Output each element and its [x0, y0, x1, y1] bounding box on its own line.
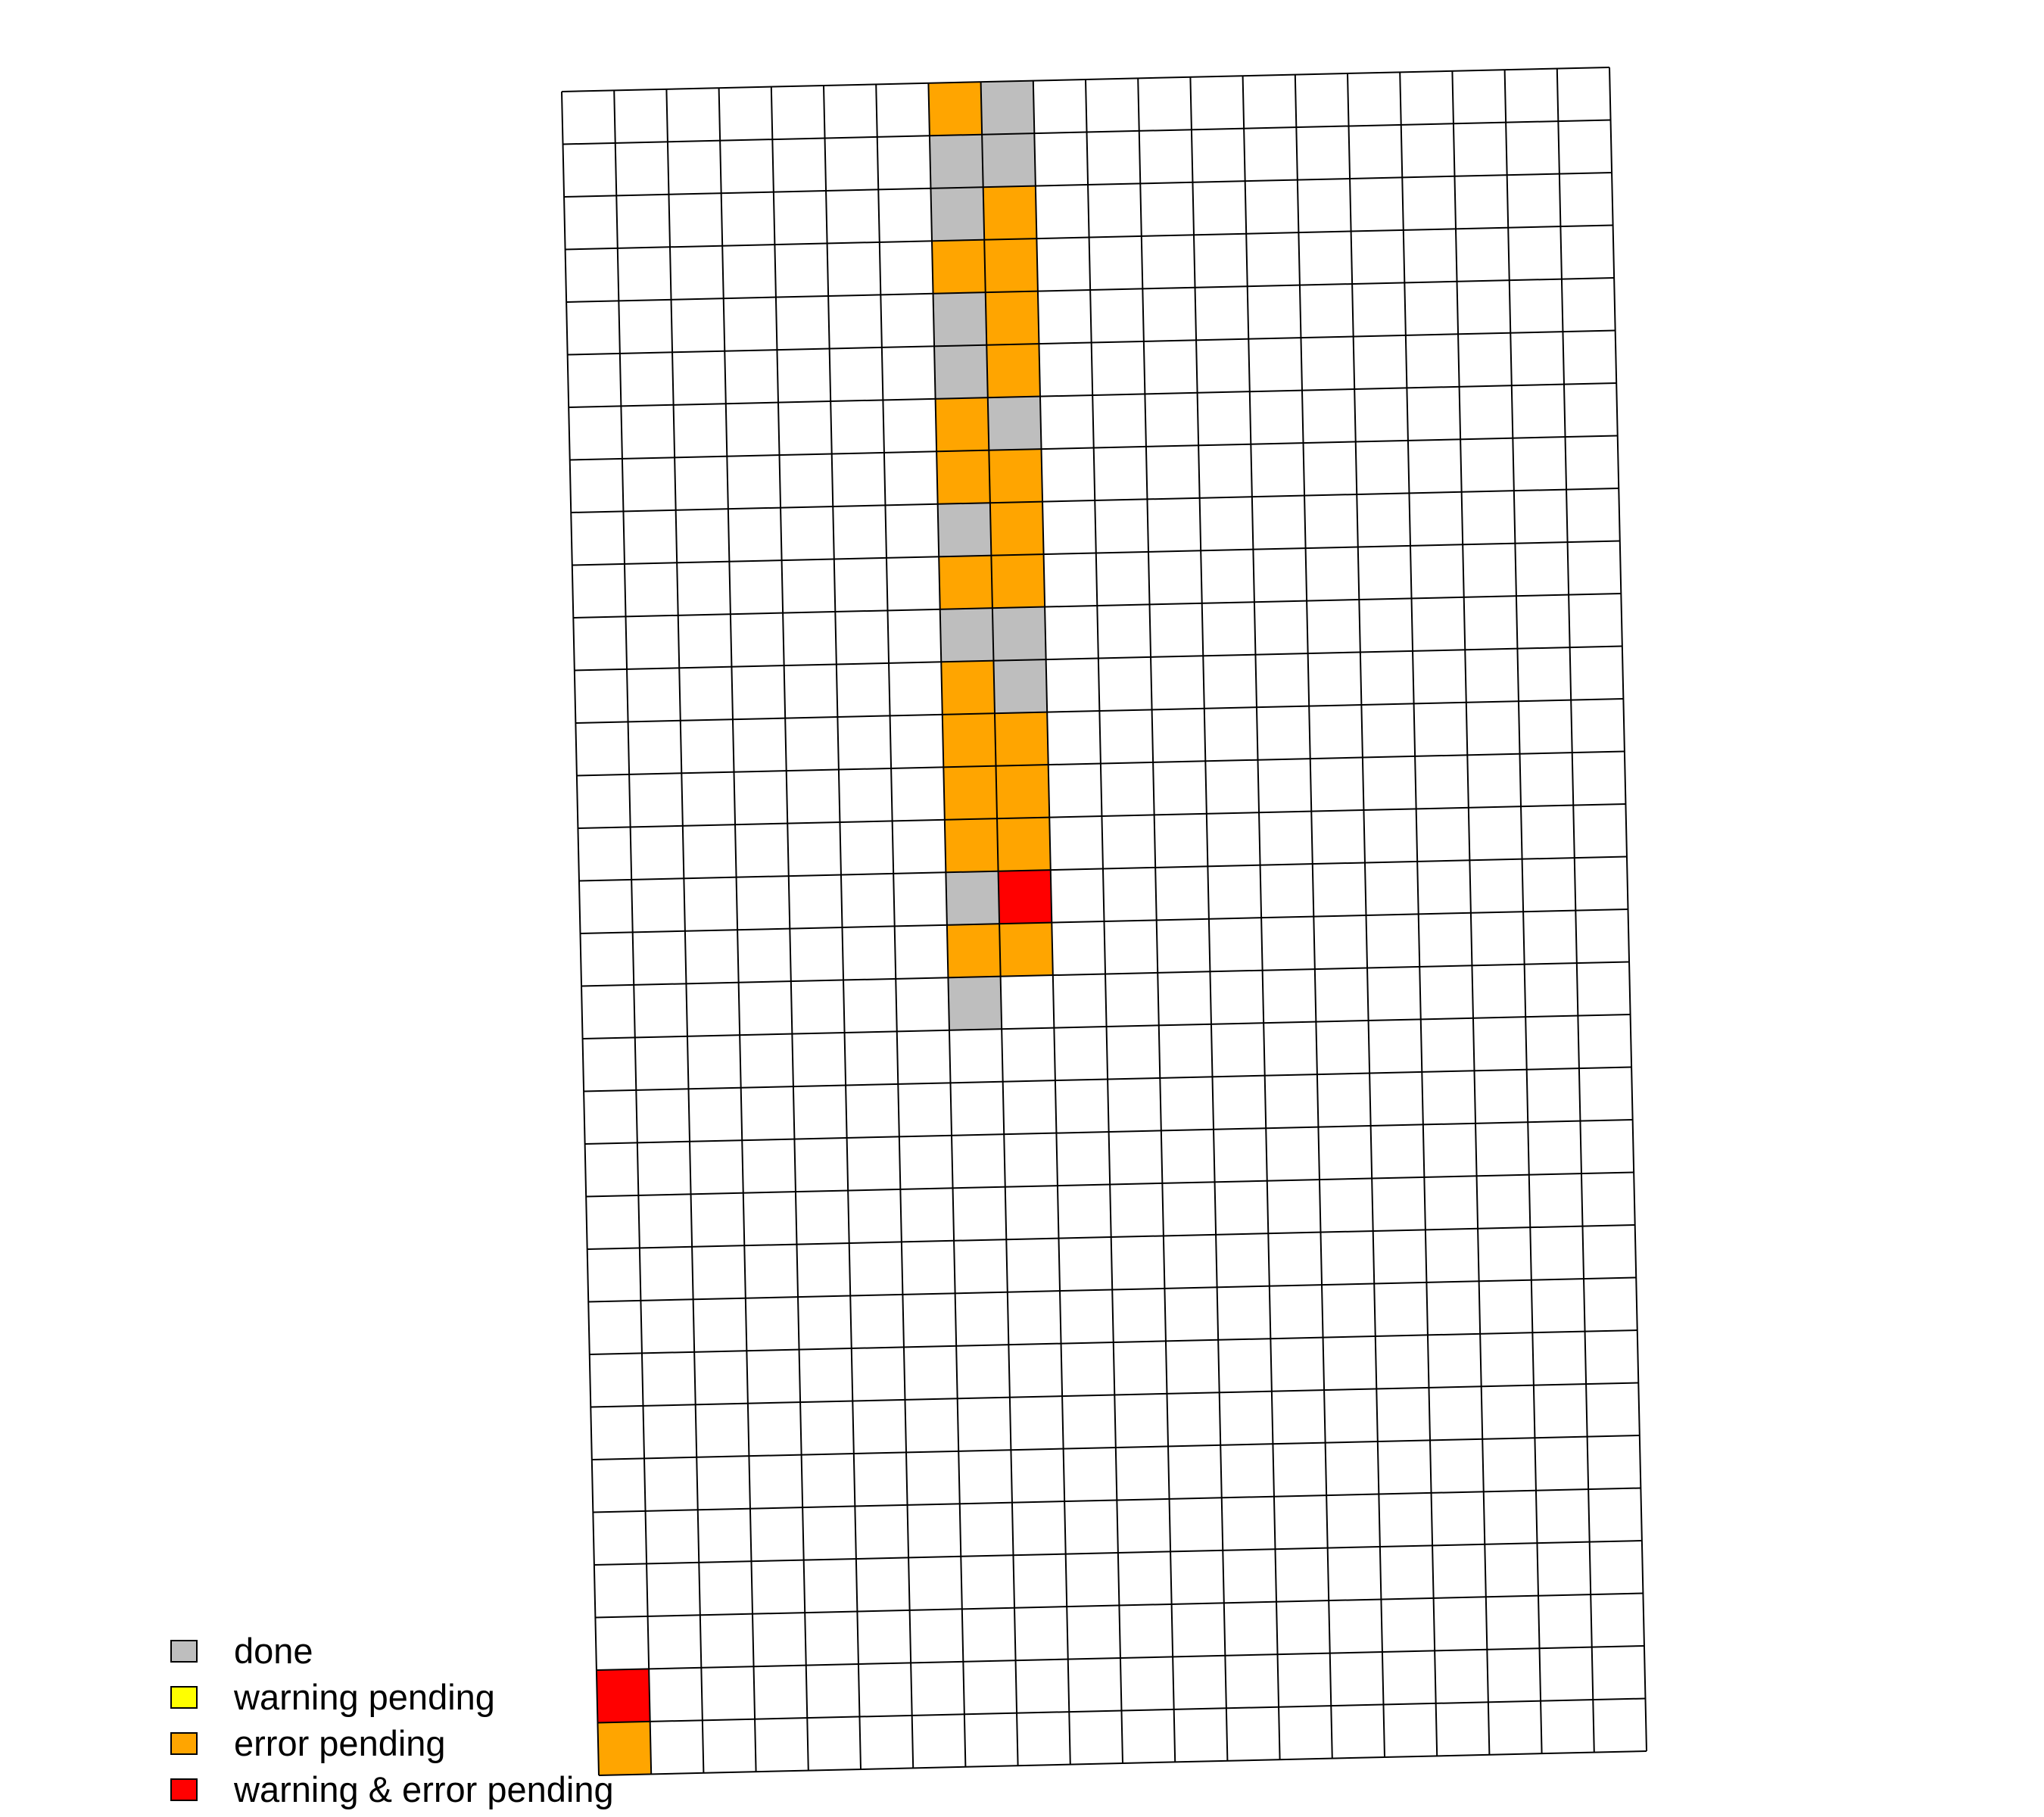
grid-column-line [875, 84, 915, 1769]
grid-column-line [927, 83, 967, 1767]
grid-column-line [1242, 76, 1281, 1760]
grid-cell-both [998, 870, 1052, 924]
grid-cell-error [946, 924, 1001, 978]
grid-cell-done [982, 133, 1036, 188]
grid-cell-done [933, 292, 987, 347]
grid-cell-done [937, 503, 992, 557]
grid-cell-done [946, 871, 1000, 925]
grid-cell-error [989, 449, 1043, 503]
grid-cell-error [597, 1721, 652, 1775]
legend-label-error-pending: error pending [234, 1723, 446, 1763]
grid-cell-error [941, 660, 995, 715]
grid-cell-error [994, 712, 1048, 766]
grid-cell-error [942, 713, 996, 768]
grid-column-line [1294, 74, 1333, 1759]
legend-swatch-warning-and-error-pending [170, 1778, 198, 1801]
grid-cell-both [596, 1669, 650, 1723]
grid-cell-error [983, 185, 1037, 240]
grid-cell-error [928, 82, 983, 136]
grid-column-line [1399, 72, 1438, 1756]
grid-cell-done [929, 134, 983, 189]
grid-column-line [1556, 68, 1595, 1753]
grid-cell-done [993, 659, 1048, 714]
legend-label-warning-and-error-pending: warning & error pending [234, 1769, 614, 1809]
grid-cell-error [989, 501, 1044, 556]
grid-cell-done [939, 608, 994, 662]
grid-column-line [1085, 79, 1123, 1764]
grid-column-line [770, 86, 809, 1771]
grid-column-line [1609, 67, 1647, 1752]
grid-cell-error [985, 291, 1039, 345]
grid-cell-error [939, 555, 992, 609]
grid-column-line [561, 91, 600, 1776]
legend-label-warning-pending: warning pending [234, 1677, 495, 1717]
grid-cell-done [948, 976, 1002, 1030]
grid-cell-error [991, 554, 1045, 609]
grid-cell-error [996, 765, 1050, 819]
grid-column-line [823, 85, 862, 1770]
grid-column-line [1032, 80, 1071, 1765]
grid-cell-error [936, 450, 990, 504]
grid-column-line [718, 88, 757, 1772]
grid-cell-error [997, 817, 1051, 871]
grid-cell-done [930, 187, 985, 242]
grid-cell-error [935, 397, 989, 452]
grid-column-line [1451, 70, 1491, 1755]
grid-column-line [665, 89, 705, 1773]
legend-swatch-warning-pending [170, 1686, 198, 1709]
grid-column-line [1189, 76, 1229, 1761]
grid-column-line [1503, 70, 1543, 1754]
grid-column-line [1347, 73, 1385, 1758]
grid-column-line [613, 90, 653, 1775]
grid-column-line [1137, 78, 1176, 1762]
grid-cell-error [931, 239, 986, 294]
grid-lines [561, 67, 1647, 1776]
grid-cell-error [943, 765, 998, 820]
grid-cell-error [944, 818, 999, 873]
grid-cell-done [987, 396, 1042, 450]
grid-cell-done [934, 344, 988, 399]
legend-swatch-done [170, 1640, 198, 1663]
grid-cell-error [999, 922, 1053, 977]
grid-cell-done [992, 606, 1046, 661]
grid-cell-error [986, 344, 1040, 398]
legend-swatch-error-pending [170, 1732, 198, 1755]
legend-label-done: done [234, 1631, 313, 1671]
grid-column-line [980, 82, 1019, 1766]
grid-cell-done [980, 80, 1035, 135]
grid-cell-error [984, 238, 1038, 293]
